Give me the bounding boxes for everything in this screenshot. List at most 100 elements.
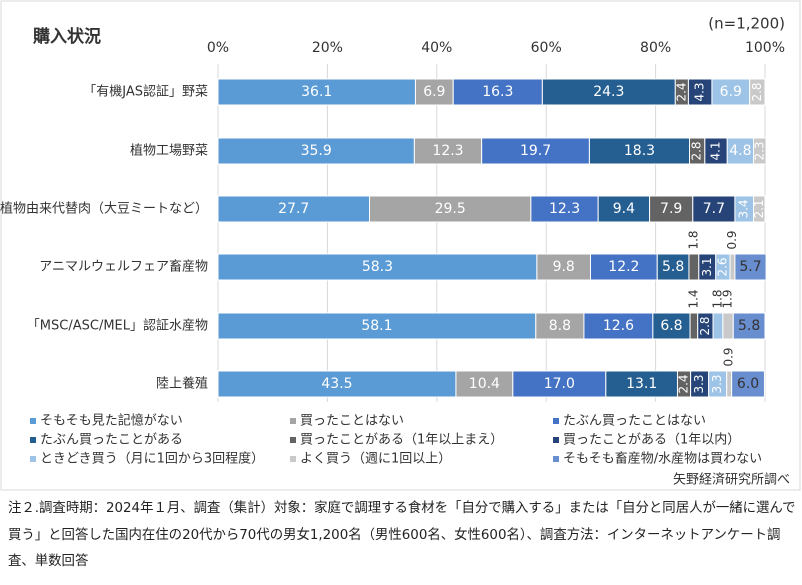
bar-segment <box>414 78 454 106</box>
y-tick-label: 植物工場野菜 <box>130 144 208 159</box>
x-tick-label: 40% <box>421 40 452 56</box>
bar-segment <box>217 195 371 223</box>
y-tick-label: 「有機JAS認証」野菜 <box>83 84 208 100</box>
bar-segment <box>749 78 766 106</box>
data-label: 4.8 <box>729 143 751 159</box>
legend-swatch <box>553 418 559 424</box>
data-label: 29.5 <box>435 201 466 217</box>
bar-segment <box>217 137 415 165</box>
data-label: 58.3 <box>362 259 393 275</box>
data-label: 12.3 <box>549 201 580 217</box>
data-label: 36.1 <box>301 84 332 100</box>
data-label: 35.9 <box>301 143 332 159</box>
bar-segment <box>731 370 765 398</box>
source: 矢野経済研究所調べ <box>673 472 790 488</box>
legend-swatch <box>30 456 36 462</box>
legend-label: 買ったことがある（1年以上まえ） <box>300 433 503 448</box>
bar-segment <box>712 312 724 340</box>
bar-segment <box>536 253 592 281</box>
data-label: 12.3 <box>432 143 463 159</box>
data-label: 2.4 <box>677 374 691 393</box>
data-label: 24.3 <box>593 84 624 100</box>
legend-label: たぶん買ったことはない <box>563 414 706 429</box>
y-tick-label: 「MSC/ASC/MEL」認証水産物 <box>27 318 208 334</box>
data-label: 3.4 <box>737 199 751 218</box>
x-tick-label: 60% <box>531 40 562 56</box>
y-tick-label: 陸上養殖 <box>156 376 208 392</box>
x-tick-label: 0% <box>207 40 229 56</box>
legend-label: たぶん買ったことがある <box>40 433 183 448</box>
data-label: 6.0 <box>737 376 759 392</box>
data-label: 17.0 <box>544 376 575 392</box>
bar-segment <box>605 370 678 398</box>
legend-swatch <box>30 418 36 424</box>
bar-segment <box>588 137 691 165</box>
sample-size: (n=1,200) <box>708 15 785 33</box>
data-label: 18.3 <box>624 143 655 159</box>
bar-segment <box>217 78 416 106</box>
bar-segment <box>217 312 537 340</box>
legend-label: そもそも畜産物/水産物は買わない <box>563 451 762 467</box>
data-label: 3.3 <box>710 374 724 393</box>
chart-title: 購入状況 <box>33 26 101 47</box>
bar-segment <box>689 312 699 340</box>
legend-label: よく買う（週に1回以上） <box>300 452 451 467</box>
data-label: 4.3 <box>693 82 707 101</box>
legend-swatch <box>553 456 559 462</box>
x-tick-label: 20% <box>312 40 343 56</box>
y-tick-label: 植物由来代替肉（大豆ミートなど） <box>0 202 208 217</box>
bar-segment <box>481 137 590 165</box>
bar-segment <box>753 195 766 223</box>
bar-segment <box>530 195 599 223</box>
chart: 購入状況 (n=1,200) 矢野経済研究所調べ 0% 20% 40% 60% 80% 1… <box>0 0 801 491</box>
data-label: 6.9 <box>423 84 445 100</box>
data-label: 2.8 <box>750 82 764 101</box>
bar-segment <box>734 253 767 281</box>
x-tick-label: 100% <box>745 40 785 56</box>
data-label: 6.9 <box>720 84 742 100</box>
bar-segment <box>590 253 658 281</box>
data-label: 0.9 <box>725 230 739 249</box>
data-label: 2.3 <box>752 141 766 160</box>
data-label: 1.9 <box>721 289 735 308</box>
bar-segment <box>512 370 607 398</box>
data-label: 3.3 <box>692 374 706 393</box>
legend-label: 買ったことはない <box>300 414 404 429</box>
legend-label: ときどき買う（月に1回から3回程度） <box>40 451 264 467</box>
bar-segment <box>583 312 654 340</box>
x-tick-label: 80% <box>640 40 671 56</box>
data-label: 16.3 <box>482 84 513 100</box>
data-label: 9.4 <box>613 201 635 217</box>
bar-segment <box>597 195 651 223</box>
data-label: 7.9 <box>660 201 682 217</box>
bar-segment <box>753 137 767 165</box>
data-label: 6.8 <box>660 318 682 334</box>
bar-segment <box>711 78 751 106</box>
data-label: 2.8 <box>690 141 704 160</box>
data-label: 12.6 <box>603 318 634 334</box>
data-label: 0.9 <box>722 347 736 366</box>
data-label: 9.8 <box>553 259 575 275</box>
bar-segment <box>729 253 736 281</box>
data-label: 4.1 <box>709 141 723 160</box>
data-label: 58.1 <box>361 318 392 334</box>
bar-segment <box>217 370 457 398</box>
data-label: 1.8 <box>686 230 700 249</box>
data-label: 2.8 <box>698 316 712 335</box>
legend-label: そもそも見た記憶がない <box>40 413 183 429</box>
bar-segment <box>535 312 585 340</box>
data-label: 1.8 <box>710 289 724 308</box>
note: 注２.調査時期：2024年１月、調査（集計）対象：家庭で調理する食材を「自分で購… <box>8 501 796 569</box>
data-label: 2.1 <box>752 199 766 218</box>
bar-segment <box>649 195 694 223</box>
legend-label: 買ったことがある（1年以内） <box>563 432 740 448</box>
bar-segment <box>541 78 676 106</box>
data-label: 27.7 <box>278 201 309 217</box>
bar-segment <box>452 78 543 106</box>
bar-segment <box>369 195 532 223</box>
bar-segment <box>692 195 736 223</box>
y-tick-label: アニマルウェルフェア畜産物 <box>39 259 208 275</box>
bar-segment <box>688 253 700 281</box>
data-label: 43.5 <box>321 376 352 392</box>
data-label: 1.4 <box>686 289 700 308</box>
